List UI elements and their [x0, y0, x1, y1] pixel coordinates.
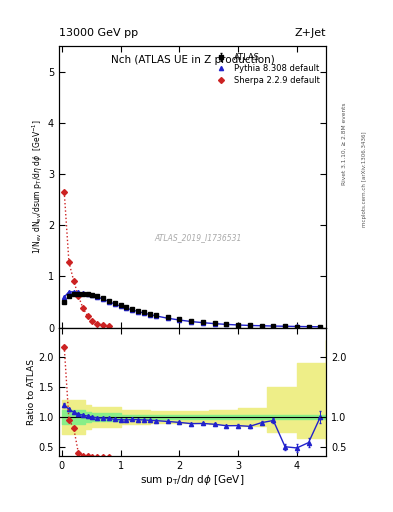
Sherpa 2.2.9 default — [62, 189, 66, 195]
Pythia 8.308 default — [306, 324, 311, 330]
Y-axis label: 1/N$_\mathregular{ev}$ dN$_\mathregular{ev}$/dsum p$_\mathregular{T}$/d$\eta$ d$: 1/N$_\mathregular{ev}$ dN$_\mathregular{… — [31, 119, 45, 254]
Y-axis label: Ratio to ATLAS: Ratio to ATLAS — [27, 359, 36, 424]
Pythia 8.308 default — [66, 289, 71, 295]
Sherpa 2.2.9 default — [66, 259, 71, 265]
Pythia 8.308 default — [271, 323, 275, 329]
Text: Z+Jet: Z+Jet — [295, 28, 326, 38]
Sherpa 2.2.9 default — [95, 321, 99, 327]
Text: 13000 GeV pp: 13000 GeV pp — [59, 28, 138, 38]
Pythia 8.308 default — [81, 290, 85, 296]
Pythia 8.308 default — [148, 311, 152, 317]
Text: Rivet 3.1.10, ≥ 2.8M events: Rivet 3.1.10, ≥ 2.8M events — [342, 102, 347, 185]
Pythia 8.308 default — [283, 323, 287, 329]
Pythia 8.308 default — [165, 315, 170, 322]
Sherpa 2.2.9 default — [76, 293, 81, 299]
Sherpa 2.2.9 default — [90, 318, 95, 324]
Pythia 8.308 default — [85, 291, 90, 297]
Sherpa 2.2.9 default — [81, 305, 85, 311]
Pythia 8.308 default — [224, 322, 229, 328]
Sherpa 2.2.9 default — [71, 278, 76, 284]
Pythia 8.308 default — [101, 296, 105, 302]
Pythia 8.308 default — [124, 305, 129, 311]
Legend: ATLAS, Pythia 8.308 default, Sherpa 2.2.9 default: ATLAS, Pythia 8.308 default, Sherpa 2.2.… — [209, 50, 322, 87]
Pythia 8.308 default — [236, 322, 241, 328]
Sherpa 2.2.9 default — [85, 313, 90, 319]
Pythia 8.308 default — [154, 313, 158, 319]
Line: Sherpa 2.2.9 default: Sherpa 2.2.9 default — [62, 190, 111, 328]
Pythia 8.308 default — [118, 303, 123, 309]
Pythia 8.308 default — [90, 292, 95, 298]
Pythia 8.308 default — [130, 307, 135, 313]
Pythia 8.308 default — [200, 319, 205, 326]
Text: ATLAS_2019_I1736531: ATLAS_2019_I1736531 — [154, 233, 242, 242]
Pythia 8.308 default — [212, 321, 217, 327]
Sherpa 2.2.9 default — [101, 322, 105, 328]
Line: Pythia 8.308 default: Pythia 8.308 default — [62, 290, 322, 329]
Pythia 8.308 default — [71, 289, 76, 295]
Pythia 8.308 default — [248, 323, 252, 329]
Pythia 8.308 default — [189, 318, 193, 325]
Text: mcplots.cern.ch [arXiv:1306.3436]: mcplots.cern.ch [arXiv:1306.3436] — [362, 132, 367, 227]
X-axis label: sum p$_\mathregular{T}$/d$\eta$ d$\phi$ [GeV]: sum p$_\mathregular{T}$/d$\eta$ d$\phi$ … — [140, 473, 245, 487]
Pythia 8.308 default — [259, 323, 264, 329]
Pythia 8.308 default — [136, 308, 141, 314]
Text: Nch (ATLAS UE in Z production): Nch (ATLAS UE in Z production) — [111, 55, 274, 65]
Pythia 8.308 default — [76, 289, 81, 295]
Pythia 8.308 default — [112, 301, 117, 307]
Pythia 8.308 default — [318, 324, 323, 330]
Pythia 8.308 default — [95, 294, 99, 300]
Pythia 8.308 default — [142, 310, 147, 316]
Pythia 8.308 default — [62, 294, 66, 300]
Sherpa 2.2.9 default — [107, 323, 111, 329]
Pythia 8.308 default — [294, 324, 299, 330]
Pythia 8.308 default — [107, 298, 111, 305]
Pythia 8.308 default — [177, 317, 182, 323]
